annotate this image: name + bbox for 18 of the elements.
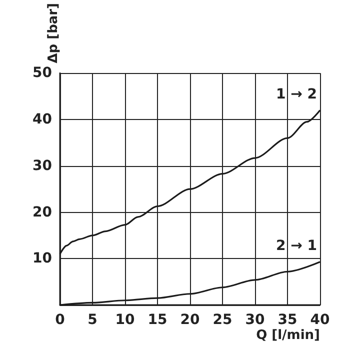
x-axis-title: Q [l/min] [256, 328, 320, 343]
y-axis-title: Δp [bar] [46, 3, 61, 64]
y-tick-label: 30 [32, 158, 52, 174]
x-tick-label: 10 [115, 312, 135, 328]
x-tick-label: 30 [245, 312, 265, 328]
y-tick-label: 40 [32, 112, 52, 128]
x-tick-label: 20 [180, 312, 200, 328]
x-tick-label: 35 [278, 312, 298, 328]
x-tick-label: 5 [88, 312, 98, 328]
x-tick-label: 15 [148, 312, 168, 328]
series-label: 2 → 1 [276, 238, 317, 254]
y-tick-label: 10 [32, 250, 52, 267]
x-tick-label: 40 [310, 312, 330, 328]
x-tick-label: 0 [55, 312, 66, 328]
x-tick-label: 25 [212, 312, 232, 328]
y-tick-label: 50 [32, 65, 52, 82]
series-label: 1 → 2 [276, 86, 317, 102]
y-tick-label: 20 [32, 204, 52, 220]
